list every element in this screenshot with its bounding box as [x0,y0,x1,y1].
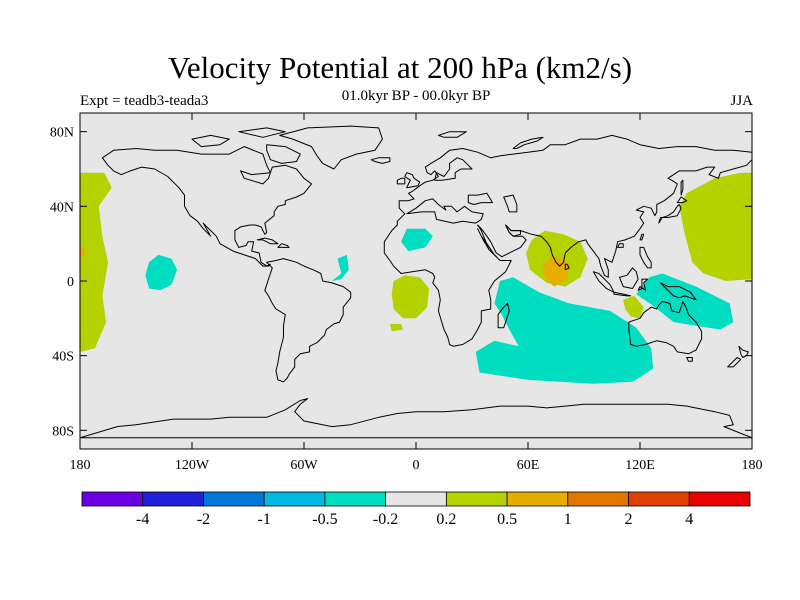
sri-lanka-coastline [564,263,570,271]
east-pacific-negative-region [145,254,178,291]
axis-ticks: 180 120W 60W 0 60E 120E 180 80N 40N 0 40S 80S [50,113,763,473]
colorbar-label: 0.2 [436,511,456,528]
x-tick-label: 180 [70,458,91,473]
y-tick-label: 80N [50,126,74,141]
ireland-coastline [396,177,406,185]
hispaniola-coastline [277,243,290,248]
x-tick-label: 120E [625,458,655,473]
north-america-coastline [101,146,312,267]
colorbar-swatch [385,491,447,507]
colorbar-swatch [203,491,265,507]
x-tick-label: 0 [413,458,420,473]
baffin-island-coastline [266,144,301,164]
colorbar-swatch [263,491,326,507]
hokkaido-coastline [676,196,688,204]
australia-coastline [628,301,703,355]
colorbar: -4 -2 -1 -0.5 -0.2 0.2 0.5 1 2 4 [81,491,751,528]
colorbar-label: 4 [685,511,693,528]
x-tick-label: 120W [175,458,210,473]
timor-positive-region [623,295,644,319]
x-tick-label: 180 [742,458,763,473]
madagascar-coastline [497,302,510,329]
coastlines [80,125,752,439]
colorbar-swatch [324,491,387,507]
western-pacific-positive-region [679,172,752,281]
red-sea-coastline [477,228,497,258]
great-britain-coastline [404,172,421,189]
maritime-continent-negative-region [636,273,734,330]
eurasia-africa-coastline [383,134,752,347]
contour-fills [80,172,752,384]
season-label: JJA [730,93,753,109]
sulawesi-coastline [637,278,648,291]
colorbar-label: -0.5 [312,511,337,528]
hainan-coastline [617,243,624,248]
novaya-zemlya-coastline [512,136,544,149]
plot-title: Velocity Potential at 200 hPa (km2/s) [167,50,633,85]
black-sea-coastline [467,192,493,205]
colorbar-label: -1 [258,511,271,528]
antarctica-coastline [80,398,752,439]
java-coastline [613,291,632,297]
south-atlantic-positive-region [389,323,403,332]
colorbar-label: 2 [625,511,633,528]
colorbar-label: 1 [564,511,572,528]
taiwan-coastline [639,233,645,241]
persian-gulf-coastline [505,224,521,237]
iceland-coastline [370,157,391,164]
south-america-coastline [264,258,352,383]
y-tick-label: 0 [67,275,74,290]
central-pacific-positive-region [80,172,112,352]
greenland-coastline [279,125,383,170]
sakhalin-coastline [680,179,684,196]
x-tick-label: 60E [517,458,540,473]
colorbar-swatch [142,491,204,507]
colorbar-label: 0.5 [497,511,517,528]
y-tick-label: 40N [50,200,74,215]
mediterranean-coastline [406,198,484,224]
baltic-sea-coastline [434,157,473,181]
colorbar-label: -0.2 [373,511,398,528]
japan-coastline [658,204,682,224]
borneo-coastline [619,267,639,289]
arctic-island-2-coastline [238,127,286,138]
colorbar-swatch [445,491,508,507]
colorbar-label: -2 [197,511,210,528]
plot-subtitle: 01.0kyr BP - 00.0kyr BP [341,88,491,104]
colorbar-label: -4 [136,511,149,528]
x-tick-label: 60W [290,458,318,473]
colorbar-swatch [688,491,751,507]
experiment-label: Expt = teadb3-teada3 [80,93,209,109]
caspian-sea-coastline [503,194,518,213]
south-asia-positive-core-region [542,256,570,287]
colorbar-swatch [628,491,690,507]
y-tick-label: 40S [52,350,74,365]
cuba-coastline [256,237,279,245]
gulf-of-guinea-positive-region [391,275,430,319]
new-zealand-south-coastline [727,357,742,368]
new-guinea-coastline [660,282,697,301]
tasmania-coastline [686,357,693,362]
colorbar-swatch [567,491,629,507]
colorbar-swatch [506,491,569,507]
indian-ocean-negative-region [475,277,654,384]
y-tick-label: 80S [52,424,74,439]
pacific-positive-core-region [80,247,86,257]
arctic-island-1-coastline [191,134,230,148]
west-africa-negative-region [401,228,433,252]
philippines-coastline [639,246,652,269]
colorbar-swatch [81,491,144,507]
svalbard-coastline [437,131,467,138]
atlantic-negative-region [332,254,349,281]
